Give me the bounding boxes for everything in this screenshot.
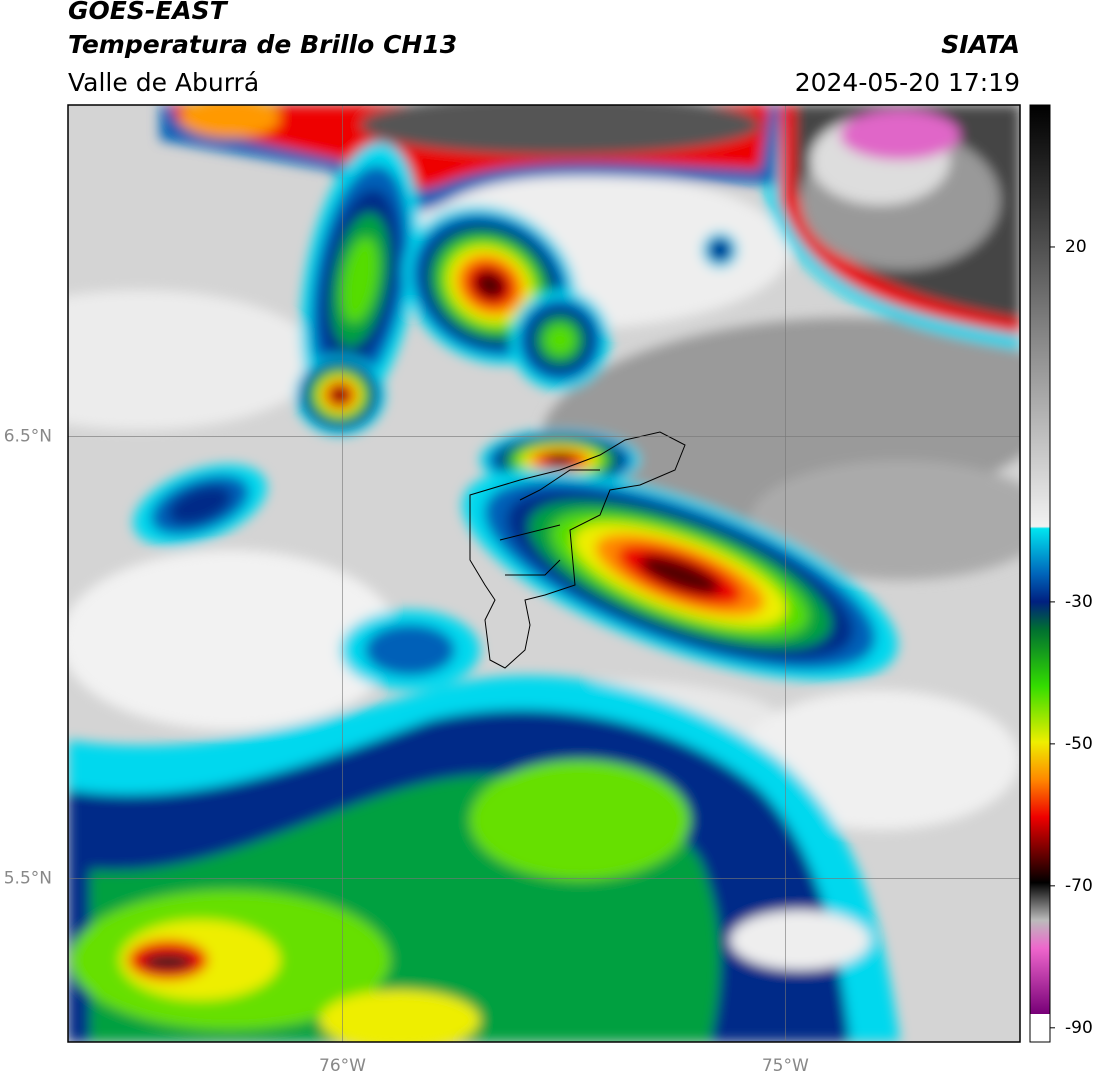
satellite-image xyxy=(68,105,1020,1042)
cloud xyxy=(840,110,960,160)
cloud xyxy=(474,270,506,300)
colorbar-tick-label: 20 xyxy=(1065,237,1087,257)
colorbar-tick-label: -30 xyxy=(1065,592,1093,612)
datetime: 2024-05-20 17:19 xyxy=(795,68,1020,97)
cloud xyxy=(545,454,575,466)
cloud xyxy=(143,954,193,970)
colorbar xyxy=(1029,104,1051,1043)
cloud xyxy=(750,460,1020,580)
cloud xyxy=(168,485,232,525)
cloud xyxy=(180,105,280,138)
cloud xyxy=(341,237,379,323)
cloud xyxy=(68,290,320,430)
cloud xyxy=(640,555,720,595)
region: Valle de Aburrá xyxy=(68,68,259,97)
colorbar-tick-label: -70 xyxy=(1065,876,1093,896)
cloud xyxy=(360,105,760,155)
lon-tick-label: 76°W xyxy=(319,1056,366,1076)
map-frame xyxy=(67,104,1021,1043)
source: SIATA xyxy=(941,30,1020,59)
cloud xyxy=(320,990,480,1042)
overlay xyxy=(68,105,1020,1042)
colorbar-tick-label: -90 xyxy=(1065,1018,1093,1038)
cloud-layers xyxy=(68,105,1020,1042)
subtitle: Temperatura de Brillo CH13 xyxy=(68,30,457,59)
cloud xyxy=(730,910,870,970)
cloud xyxy=(711,241,729,259)
cloud xyxy=(365,624,455,676)
lat-tick-label: 5.5°N xyxy=(4,868,52,888)
lat-tick-label: 6.5°N xyxy=(4,426,52,446)
lon-tick-label: 75°W xyxy=(762,1056,809,1076)
cloud xyxy=(470,760,690,880)
title: GOES-EAST xyxy=(68,0,229,25)
cloud xyxy=(331,387,349,403)
cloud xyxy=(68,550,400,730)
cloud xyxy=(544,324,576,356)
municipality-borders xyxy=(469,431,686,669)
colorbar-tick-label: -50 xyxy=(1065,734,1093,754)
